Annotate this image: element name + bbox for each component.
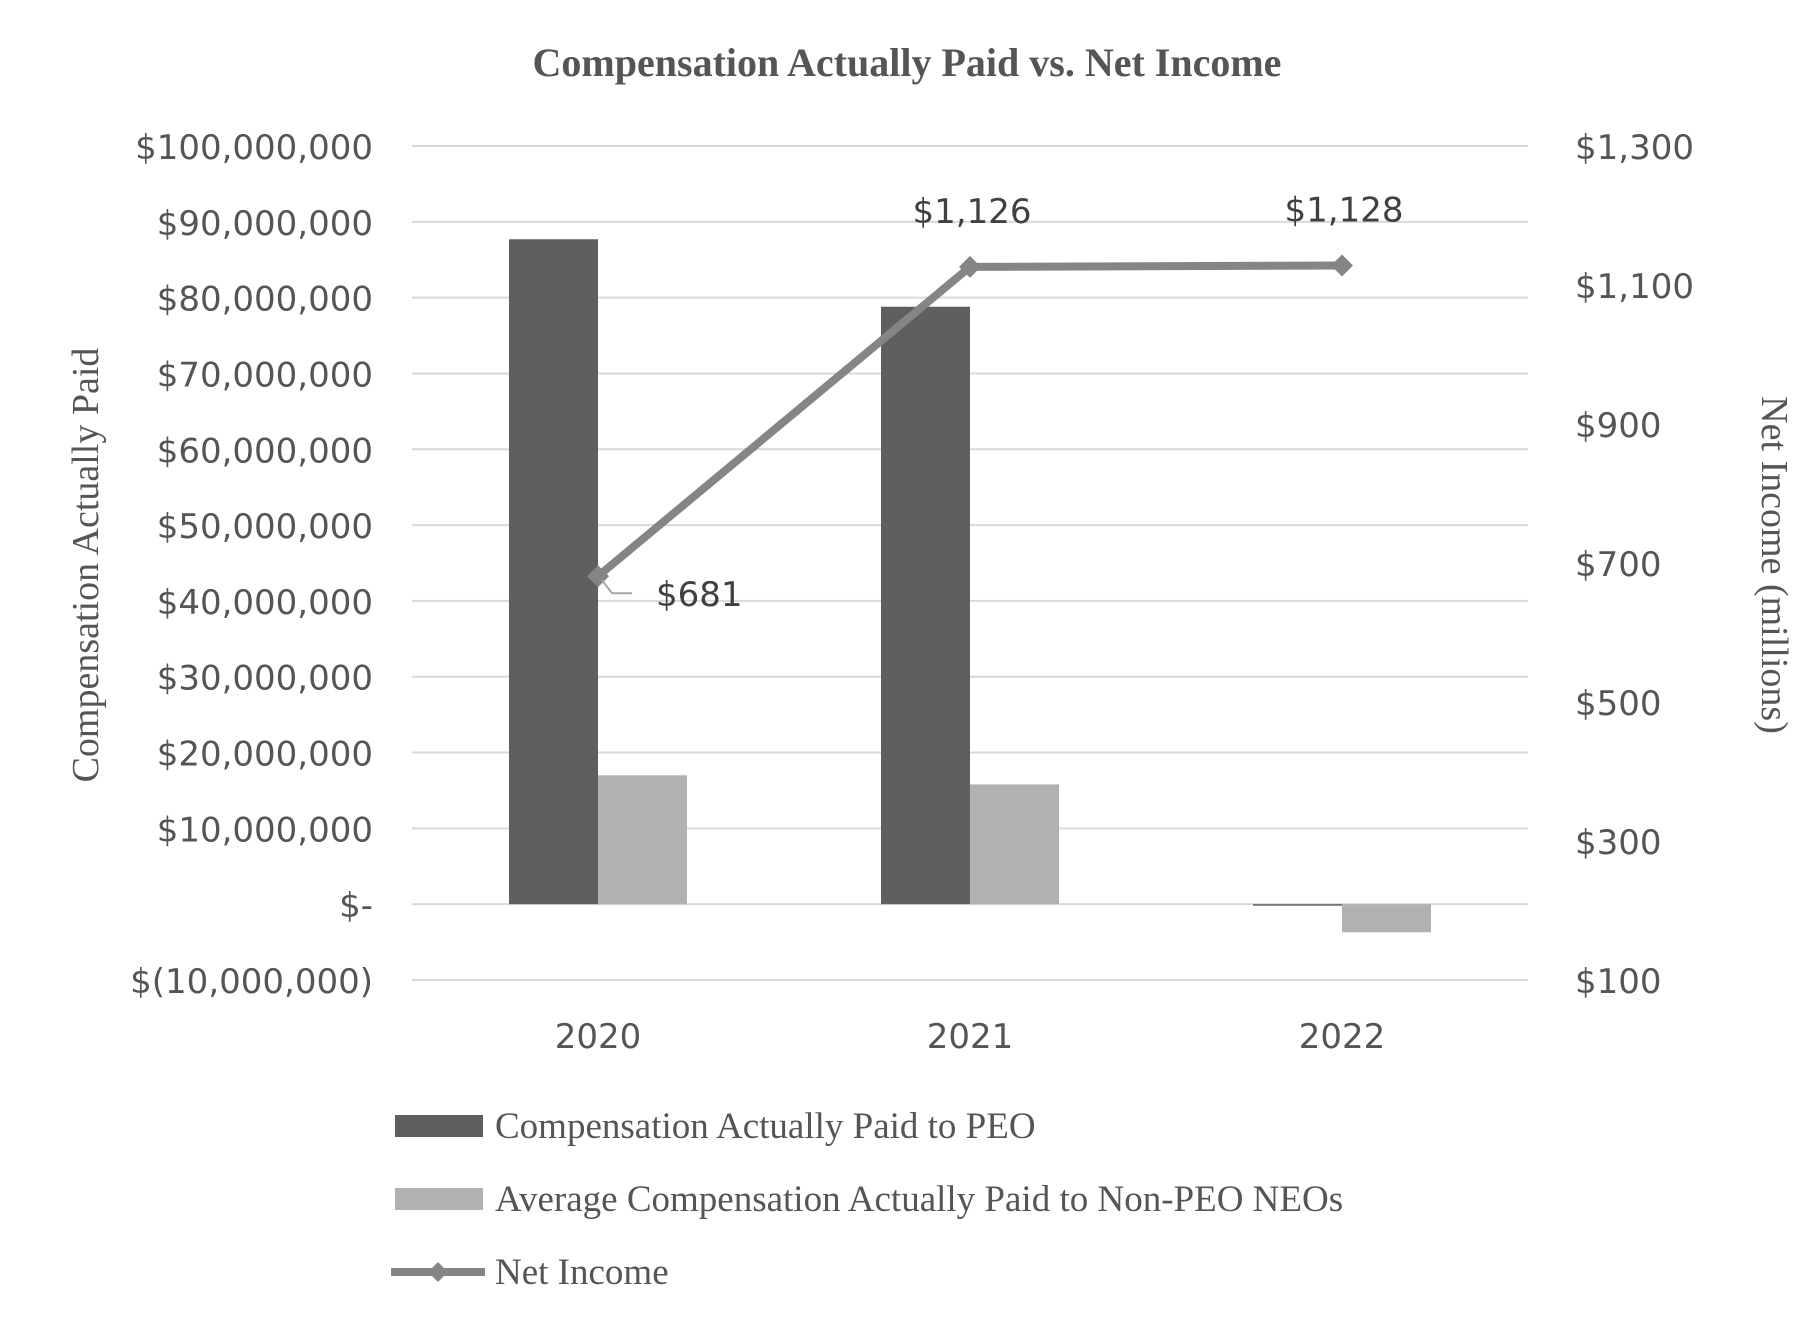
left-axis-tick-label: $20,000,000 <box>157 735 373 775</box>
legend-label-neo: Average Compensation Actually Paid to No… <box>495 1179 1343 1220</box>
left-axis-tick-label: $100,000,000 <box>135 128 373 168</box>
net-income-label-leader <box>601 579 632 595</box>
bars <box>509 239 1431 933</box>
left-axis-tick-label: $10,000,000 <box>157 810 373 850</box>
right-axis-tick-label: $900 <box>1575 406 1662 446</box>
net-income-marker <box>1331 254 1353 277</box>
left-axis-title: Compensation Actually Paid <box>65 348 107 783</box>
left-axis-tick-label: $(10,000,000) <box>130 962 373 1002</box>
bar-peo <box>881 306 970 905</box>
bar-peo <box>1253 904 1342 906</box>
net-income-line-layer: $681 $1,126 $1,128 <box>587 191 1404 615</box>
legend-swatch-net-income-marker <box>428 1262 448 1282</box>
left-axis-ticks: $(10,000,000) $- $10,000,000 $20,000,000 $30… <box>130 128 373 1002</box>
bar-non-peo-neo <box>1342 904 1431 933</box>
right-axis-tick-label: $1,100 <box>1575 267 1694 307</box>
chart-title: Compensation Actually Paid vs. Net Incom… <box>533 40 1282 85</box>
left-axis-tick-label: $40,000,000 <box>157 583 373 623</box>
net-income-marker <box>959 255 981 278</box>
right-axis-tick-label: $100 <box>1575 962 1662 1002</box>
left-axis-tick-label: $60,000,000 <box>157 431 373 471</box>
left-axis-tick-label: $30,000,000 <box>157 659 373 699</box>
left-axis-tick-label: $90,000,000 <box>157 204 373 244</box>
x-axis-tick-label: 2020 <box>555 1017 642 1057</box>
x-axis-tick-label: 2021 <box>927 1017 1014 1057</box>
x-axis-ticks: 2020 2021 2022 <box>555 1017 1386 1057</box>
net-income-data-label: $1,128 <box>1285 191 1404 231</box>
left-axis-tick-label: $- <box>339 886 373 926</box>
left-axis-tick-label: $50,000,000 <box>157 507 373 547</box>
x-axis-tick-label: 2022 <box>1299 1017 1386 1057</box>
legend-label-peo: Compensation Actually Paid to PEO <box>495 1106 1036 1147</box>
right-axis-tick-label: $300 <box>1575 823 1662 863</box>
legend-swatch-neo <box>395 1188 483 1210</box>
right-axis-tick-label: $500 <box>1575 684 1662 724</box>
right-axis-title: Net Income (millions) <box>1753 396 1795 734</box>
net-income-data-label: $1,126 <box>913 192 1032 232</box>
legend-swatch-peo <box>395 1115 483 1137</box>
legend-label-net-income: Net Income <box>495 1252 669 1293</box>
left-axis-tick-label: $70,000,000 <box>157 355 373 395</box>
right-axis-tick-label: $1,300 <box>1575 128 1694 168</box>
left-axis-tick-label: $80,000,000 <box>157 280 373 320</box>
right-axis-tick-label: $700 <box>1575 545 1662 585</box>
legend: Compensation Actually Paid to PEO Averag… <box>391 1106 1343 1293</box>
right-axis-ticks: $100 $300 $500 $700 $900 $1,100 $1,300 <box>1575 128 1694 1002</box>
bar-non-peo-neo <box>598 775 687 905</box>
bar-non-peo-neo <box>970 784 1059 905</box>
bar-peo <box>509 239 598 905</box>
net-income-data-label: $681 <box>656 575 743 615</box>
